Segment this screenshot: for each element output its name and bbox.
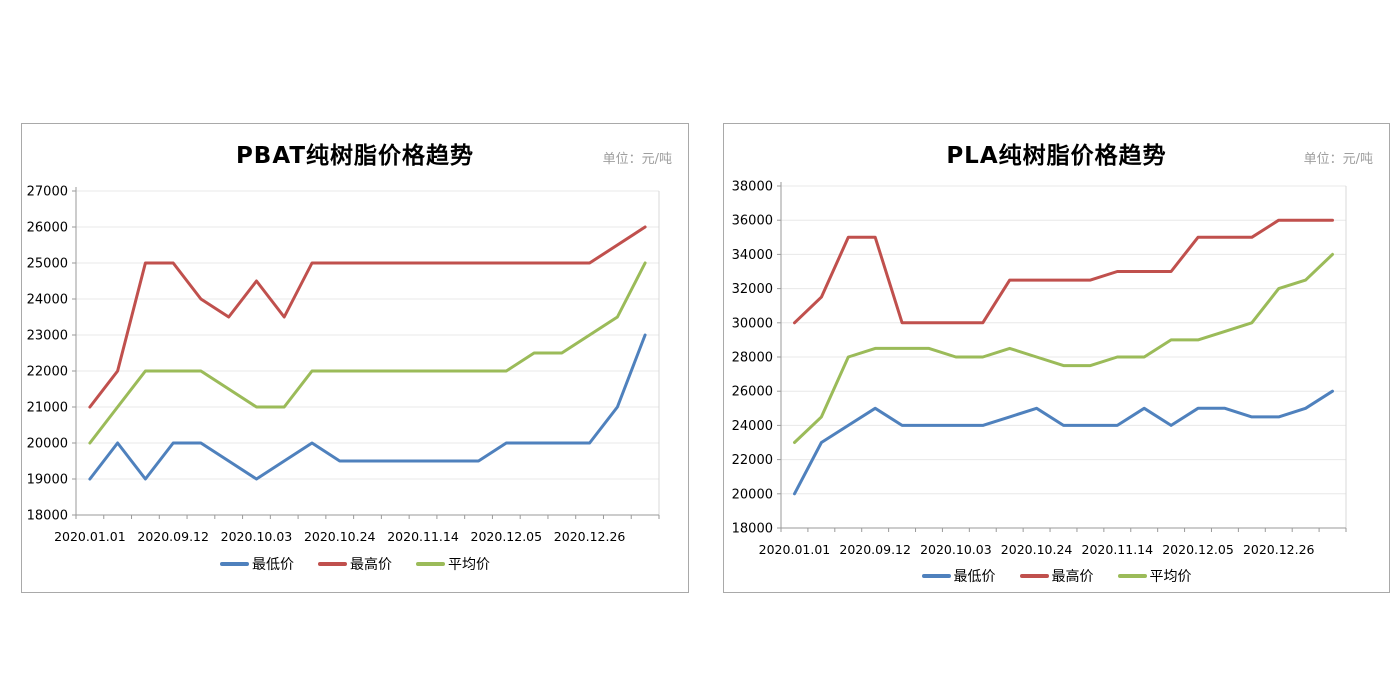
legend: 最低价 最高价 平均价 bbox=[724, 566, 1389, 586]
x-axis-label: 2020.12.05 bbox=[1162, 542, 1234, 557]
x-axis-label: 2020.11.14 bbox=[1082, 542, 1154, 557]
y-axis-label: 23000 bbox=[27, 329, 68, 344]
x-axis-label: 2020.09.12 bbox=[839, 542, 911, 557]
x-axis-label: 2020.09.12 bbox=[137, 529, 209, 544]
x-axis-label: 2020.12.26 bbox=[554, 529, 626, 544]
legend-item-min: 最低价 bbox=[220, 554, 294, 574]
legend-swatch-max bbox=[318, 562, 347, 566]
legend: 最低价 最高价 平均价 bbox=[22, 554, 688, 574]
x-axis-label: 2020.01.01 bbox=[54, 529, 126, 544]
series-line-min bbox=[88, 333, 647, 481]
pla-plot-area: 18000 20000 22000 24000 26000 28000 30000 32000… bbox=[732, 180, 1347, 557]
x-axis-label: 2020.10.24 bbox=[304, 529, 376, 544]
chart-title: PLA纯树脂价格趋势 bbox=[946, 143, 1167, 169]
legend-swatch-min bbox=[220, 562, 249, 566]
series-line-min bbox=[793, 389, 1334, 496]
y-axis-label: 21000 bbox=[27, 401, 68, 416]
pbat-chart-panel: 18000 19000 20000 21000 22000 23000 24000 25000… bbox=[21, 123, 689, 593]
y-axis-label: 30000 bbox=[732, 316, 773, 331]
legend-swatch-max bbox=[1019, 574, 1049, 578]
legend-label: 最低价 bbox=[953, 569, 996, 585]
x-axis-label: 2020.12.26 bbox=[1243, 542, 1315, 557]
y-axis-label: 26000 bbox=[27, 221, 68, 236]
y-axis-label: 24000 bbox=[732, 419, 773, 434]
y-axis-label: 18000 bbox=[732, 522, 773, 537]
legend-label: 平均价 bbox=[448, 557, 490, 573]
series-line-avg bbox=[793, 252, 1334, 444]
pbat-plot-area: 18000 19000 20000 21000 22000 23000 24000 25000… bbox=[27, 185, 660, 544]
unit-label: 单位：元/吨 bbox=[1303, 152, 1373, 167]
legend-item-min: 最低价 bbox=[921, 566, 996, 586]
y-axis-label: 26000 bbox=[732, 385, 773, 400]
legend-item-avg: 平均价 bbox=[416, 554, 490, 574]
y-axis-label: 18000 bbox=[27, 509, 68, 524]
x-axis-label: 2020.11.14 bbox=[387, 529, 459, 544]
x-axis-label: 2020.12.05 bbox=[471, 529, 543, 544]
y-axis-label: 19000 bbox=[27, 473, 68, 488]
x-axis-label: 2020.10.03 bbox=[221, 529, 293, 544]
y-axis-label: 27000 bbox=[27, 185, 68, 200]
y-axis-label: 20000 bbox=[732, 487, 773, 502]
series-line-max bbox=[793, 218, 1334, 325]
legend-label: 最高价 bbox=[1051, 569, 1094, 585]
y-axis-label: 22000 bbox=[27, 365, 68, 380]
y-axis-label: 20000 bbox=[27, 437, 68, 452]
pla-chart-panel: 18000 20000 22000 24000 26000 28000 30000 32000… bbox=[723, 123, 1390, 593]
x-axis-label: 2020.10.03 bbox=[920, 542, 992, 557]
y-axis-label: 36000 bbox=[732, 214, 773, 229]
chart-title: PBAT纯树脂价格趋势 bbox=[235, 143, 475, 169]
y-axis-label: 28000 bbox=[732, 351, 773, 366]
y-axis-label: 24000 bbox=[27, 293, 68, 308]
x-axis-label: 2020.01.01 bbox=[759, 542, 831, 557]
legend-label: 最低价 bbox=[252, 557, 294, 573]
x-axis-label: 2020.10.24 bbox=[1001, 542, 1073, 557]
series-line-max bbox=[88, 225, 647, 409]
legend-label: 最高价 bbox=[350, 557, 392, 573]
y-axis-label: 22000 bbox=[732, 453, 773, 468]
y-axis-label: 32000 bbox=[732, 282, 773, 297]
legend-item-max: 最高价 bbox=[318, 554, 392, 574]
legend-item-avg: 平均价 bbox=[1117, 566, 1192, 586]
legend-swatch-avg bbox=[1117, 574, 1147, 578]
legend-swatch-min bbox=[921, 574, 951, 578]
y-axis-label: 38000 bbox=[732, 180, 773, 195]
y-axis-label: 25000 bbox=[27, 257, 68, 272]
legend-swatch-avg bbox=[416, 562, 445, 566]
legend-item-max: 最高价 bbox=[1019, 566, 1094, 586]
y-axis-label: 34000 bbox=[732, 248, 773, 263]
legend-label: 平均价 bbox=[1149, 569, 1192, 585]
series-line-avg bbox=[88, 261, 647, 445]
unit-label: 单位：元/吨 bbox=[602, 152, 672, 167]
